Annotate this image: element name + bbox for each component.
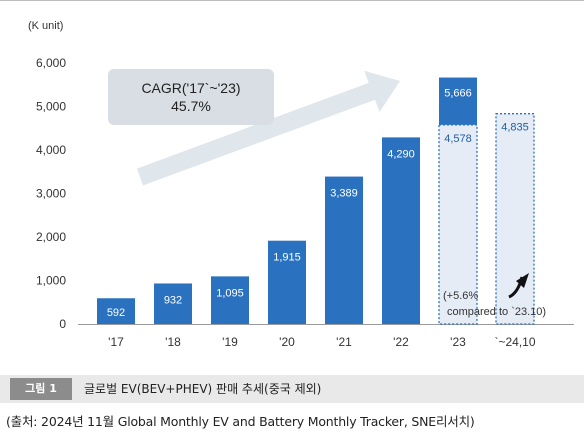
- y-tick-label: 2,000: [36, 230, 66, 244]
- bar-4: [325, 176, 363, 324]
- source-note: (출처: 2024년 11월 Global Monthly EV and Bat…: [6, 414, 475, 429]
- figure-caption-text: 글로벌 EV(BEV+PHEV) 판매 추세(중국 제외): [84, 382, 322, 396]
- bar-value-label: 932: [164, 294, 182, 306]
- x-tick-label: '19: [222, 335, 238, 349]
- growth-trend-arrow: [136, 70, 400, 186]
- x-tick-label: '21: [336, 335, 352, 349]
- y-tick-label: 3,000: [36, 187, 66, 201]
- x-tick-label: '22: [393, 335, 409, 349]
- bar-7: [495, 113, 535, 325]
- bar-5: [382, 137, 420, 324]
- bar-value-label: 1,095: [216, 287, 244, 299]
- x-tick-label: '20: [279, 335, 295, 349]
- cagr-box: [108, 69, 274, 125]
- cagr-title: CAGR('17`~'23): [141, 80, 240, 96]
- bar-segment-value-label: 4,578: [444, 133, 472, 145]
- bar-value-label: 4,835: [501, 122, 529, 134]
- bar-0: [97, 298, 135, 324]
- curved-arrow-head-icon: [516, 273, 529, 288]
- sales-bar-chart: (K unit) 6,000 5,000 4,000 3,000 2,000 1,000 0 C…: [28, 20, 574, 349]
- bar-value-label: 3,389: [330, 188, 358, 200]
- x-tick-label: '18: [165, 335, 181, 349]
- y-tick-label: 1,000: [36, 274, 66, 288]
- y-tick-label: 0: [59, 317, 66, 331]
- x-tick-label: `~24,10: [494, 335, 535, 349]
- comparison-annotation-line1: (+5.6%: [443, 290, 478, 302]
- cagr-value: 45.7%: [171, 98, 211, 114]
- figure-caption-bar: 그림 1 글로벌 EV(BEV+PHEV) 판매 추세(중국 제외): [0, 375, 584, 403]
- y-axis-unit-label: (K unit): [28, 20, 63, 32]
- x-tick-label: '17: [108, 335, 124, 349]
- bar-value-label: 592: [107, 307, 125, 319]
- bar-3: [268, 240, 306, 324]
- bar-value-label: 4,290: [387, 148, 415, 160]
- chart-frame: (K unit) 6,000 5,000 4,000 3,000 2,000 1,000 0 C…: [0, 0, 584, 349]
- x-tick-label: '23: [450, 335, 466, 349]
- bar-value-label: 5,666: [444, 88, 472, 100]
- bar-2023-top-segment: [439, 77, 477, 125]
- bar-1: [154, 283, 192, 324]
- comparison-annotation-line2: compared to `23.10): [447, 306, 546, 318]
- bar-2: [211, 276, 249, 324]
- y-tick-label: 4,000: [36, 143, 66, 157]
- bar-2023-base-segment: [438, 124, 478, 325]
- y-tick-label: 5,000: [36, 100, 66, 114]
- y-tick-label: 6,000: [36, 56, 66, 70]
- bar-value-label: 1,915: [273, 252, 301, 264]
- figure-number-tag: 그림 1: [10, 378, 72, 400]
